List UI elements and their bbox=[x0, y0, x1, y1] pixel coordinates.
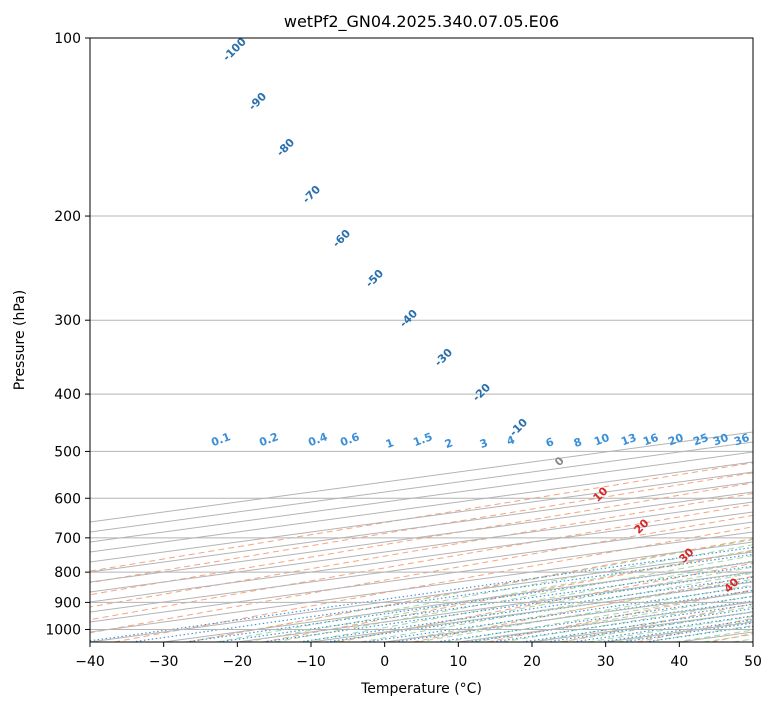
y-tick-label: 1000 bbox=[45, 622, 81, 638]
dry-adiabat bbox=[637, 38, 775, 642]
dry-adiabat-label: -80 bbox=[274, 136, 297, 159]
dry-adiabat bbox=[338, 38, 775, 642]
dry-adiabat-label: -60 bbox=[330, 227, 353, 250]
dry-adiabat-label: -70 bbox=[300, 183, 323, 206]
x-tick-label: −30 bbox=[149, 654, 179, 670]
y-tick-label: 500 bbox=[54, 444, 81, 460]
moist-adiabat bbox=[646, 51, 775, 643]
mixing-ratio-label: 10 bbox=[592, 431, 611, 449]
y-tick-label: 200 bbox=[54, 209, 81, 225]
dry-adiabat-label: 20 bbox=[632, 516, 652, 536]
y-tick-label: 600 bbox=[54, 491, 81, 507]
chart-title: wetPf2_GN04.2025.340.07.05.E06 bbox=[284, 12, 559, 32]
dry-adiabat bbox=[114, 38, 775, 642]
plot-area: -100-90-80-70-60-50-40-30-20-10010203040… bbox=[0, 35, 775, 642]
isotherm-gridline bbox=[679, 38, 775, 642]
x-tick-label: 20 bbox=[523, 654, 541, 670]
mixing-ratio-label: 16 bbox=[641, 431, 660, 449]
isotherm-gridline bbox=[90, 38, 775, 642]
dry-adiabat-label: -30 bbox=[432, 346, 455, 369]
plot-frame bbox=[90, 38, 753, 642]
mixing-ratio-label: 1.5 bbox=[411, 430, 434, 449]
x-tick-label: −10 bbox=[296, 654, 326, 670]
isotherm-gridline bbox=[385, 38, 775, 642]
mixing-ratio-label: 6 bbox=[544, 435, 556, 450]
moist-adiabat bbox=[617, 51, 775, 643]
y-tick-label: 700 bbox=[54, 531, 81, 547]
mixing-ratio-line bbox=[492, 451, 775, 642]
x-axis-ticks: −40 −30 −20 −10 0 10 20 30 40 50 bbox=[75, 642, 762, 670]
mixing-ratio-label: 25 bbox=[691, 431, 710, 448]
mixing-ratio-label: 8 bbox=[572, 435, 584, 450]
y-tick-label: 800 bbox=[54, 565, 81, 581]
x-axis-label: Temperature (°C) bbox=[360, 681, 482, 697]
dry-adiabat bbox=[264, 38, 775, 642]
dry-adiabat-label: 0 bbox=[552, 454, 567, 469]
mixing-ratio-label: 20 bbox=[666, 431, 685, 449]
x-tick-label: 10 bbox=[449, 654, 467, 670]
isotherms bbox=[0, 38, 775, 642]
mixing-ratio-label: 3 bbox=[478, 436, 490, 451]
dry-adiabat-label: -90 bbox=[246, 90, 269, 113]
x-tick-label: −20 bbox=[223, 654, 253, 670]
isotherm-gridline bbox=[16, 38, 775, 642]
isobars bbox=[90, 38, 753, 629]
mixing-ratio-label: 13 bbox=[619, 431, 638, 448]
y-tick-label: 100 bbox=[54, 31, 81, 47]
isotherm-gridline bbox=[753, 38, 775, 642]
mixing-ratio-label: 2 bbox=[443, 436, 455, 451]
moist-adiabat bbox=[446, 51, 775, 643]
moist-adiabat bbox=[502, 51, 775, 643]
dry-adiabat-label: -20 bbox=[470, 381, 493, 404]
x-tick-label: 0 bbox=[380, 654, 389, 670]
mixing-ratio-label: 0.4 bbox=[306, 430, 329, 449]
mixing-ratio-label: 1 bbox=[384, 436, 396, 451]
y-tick-label: 900 bbox=[54, 595, 81, 611]
dry-adiabat bbox=[413, 38, 775, 642]
annotations: -100-90-80-70-60-50-40-30-20-10010203040… bbox=[209, 35, 751, 596]
isotherm-gridline bbox=[532, 38, 775, 642]
mixing-ratio-label: 0.2 bbox=[257, 430, 280, 449]
y-tick-label: 300 bbox=[54, 313, 81, 329]
dry-adiabat-label: 30 bbox=[677, 545, 697, 565]
moist-adiabat bbox=[332, 105, 775, 642]
dry-adiabat bbox=[488, 38, 775, 642]
dry-adiabat-label: -100 bbox=[220, 35, 249, 64]
y-tick-label: 400 bbox=[54, 387, 81, 403]
x-tick-label: 40 bbox=[670, 654, 688, 670]
y-axis-ticks: 100 200 300 400 500 600 700 800 900 1000 bbox=[45, 31, 90, 638]
x-tick-label: −40 bbox=[75, 654, 105, 670]
y-axis-label: Pressure (hPa) bbox=[12, 290, 28, 390]
dry-adiabat-label: -40 bbox=[397, 307, 420, 330]
x-tick-label: 30 bbox=[597, 654, 615, 670]
mixing-ratio-label: 0.1 bbox=[209, 430, 232, 449]
dry-adiabat-label: -50 bbox=[363, 267, 386, 290]
dry-adiabat bbox=[39, 38, 775, 642]
mixing-ratio-label: 0.6 bbox=[338, 430, 361, 449]
x-tick-label: 50 bbox=[744, 654, 762, 670]
isotherm-gridline bbox=[311, 38, 775, 642]
isotherm-gridline bbox=[0, 38, 775, 642]
mixing-ratio-label: 36 bbox=[732, 431, 751, 449]
